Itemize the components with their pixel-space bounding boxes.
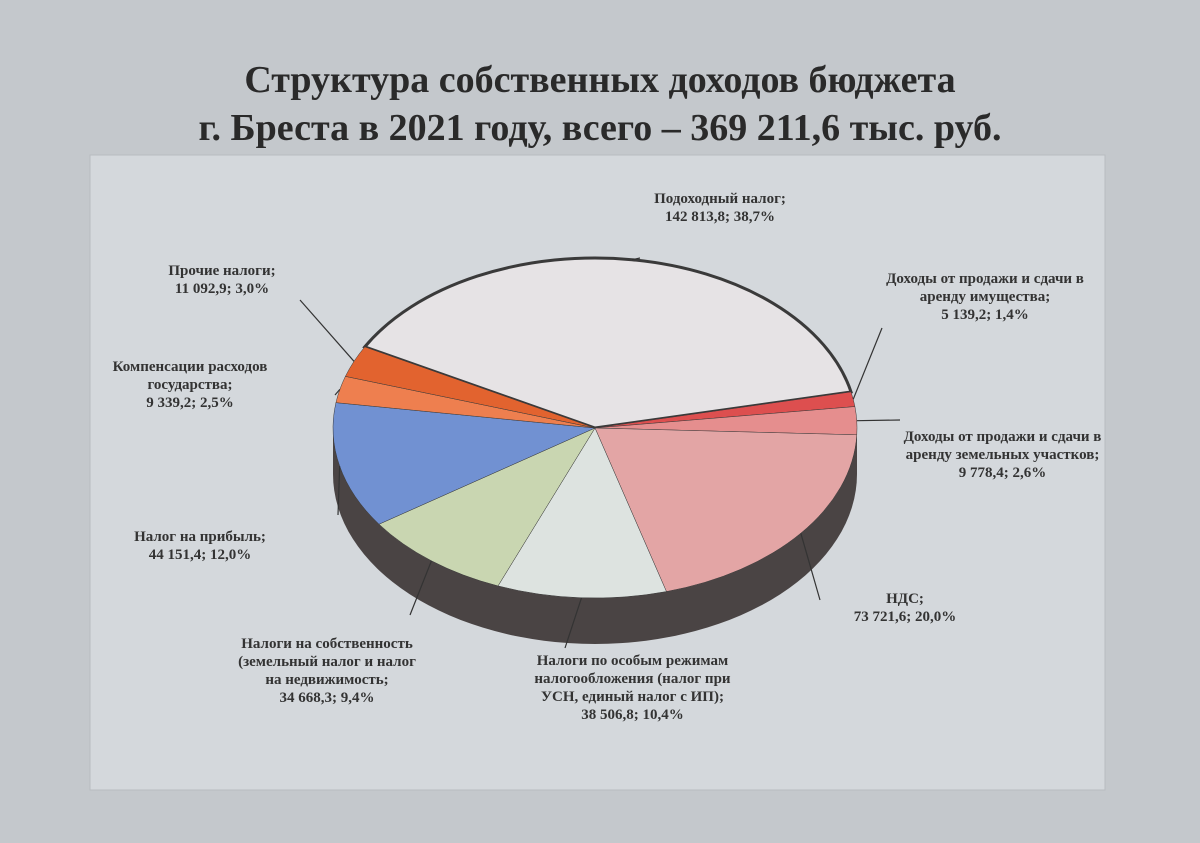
leader-line — [856, 419, 901, 422]
value-label: 9 339,2; 2,5% — [146, 395, 234, 411]
leader-line — [800, 533, 821, 601]
leader-line — [334, 388, 341, 396]
chart-title: Структура собственных доходов бюджета — [244, 59, 956, 101]
value-label: 9 778,4; 2,6% — [958, 465, 1047, 481]
leader-line — [409, 560, 433, 616]
leader-line — [337, 466, 341, 516]
slice-label: Доходы от продажи и сдачи в аренду имуще… — [886, 271, 1084, 305]
value-label: 5 139,2; 1,4% — [941, 307, 1029, 323]
pie-slice — [362, 256, 854, 430]
value-label: 34 668,3; 9,4% — [279, 690, 375, 706]
value-label: 11 092,9; 3,0% — [174, 281, 270, 297]
slice-label: Налоги по особым режимам налогообложения… — [534, 653, 731, 705]
leader-line — [852, 327, 883, 400]
value-label: 38 506,8; 10,4% — [581, 707, 684, 723]
pie-slice — [594, 427, 858, 592]
leader-line — [299, 299, 355, 362]
slice-label: Налоги на собственность (земельный налог… — [238, 636, 416, 688]
slice-label: НДС; — [886, 591, 924, 607]
chart-subtitle: г. Бреста в 2021 году, всего – 369 211,6… — [198, 107, 1002, 149]
slice-label: Прочие налоги; — [168, 263, 276, 279]
slice-label: Подоходный налог; — [654, 191, 786, 207]
pie-slice — [497, 427, 667, 599]
leader-line — [631, 257, 641, 261]
slice-label: Доходы от продажи и сдачи в аренду земел… — [903, 429, 1102, 463]
value-label: 142 813,8; 38,7% — [665, 209, 775, 225]
slice-label: Налог на прибыль; — [134, 529, 266, 545]
value-label: 44 151,4; 12,0% — [148, 547, 252, 563]
leader-line — [564, 597, 583, 649]
pie-slice — [332, 402, 596, 525]
value-label: 73 721,6; 20,0% — [853, 609, 957, 625]
slice-label: Компенсации расходов государства; — [112, 359, 268, 393]
